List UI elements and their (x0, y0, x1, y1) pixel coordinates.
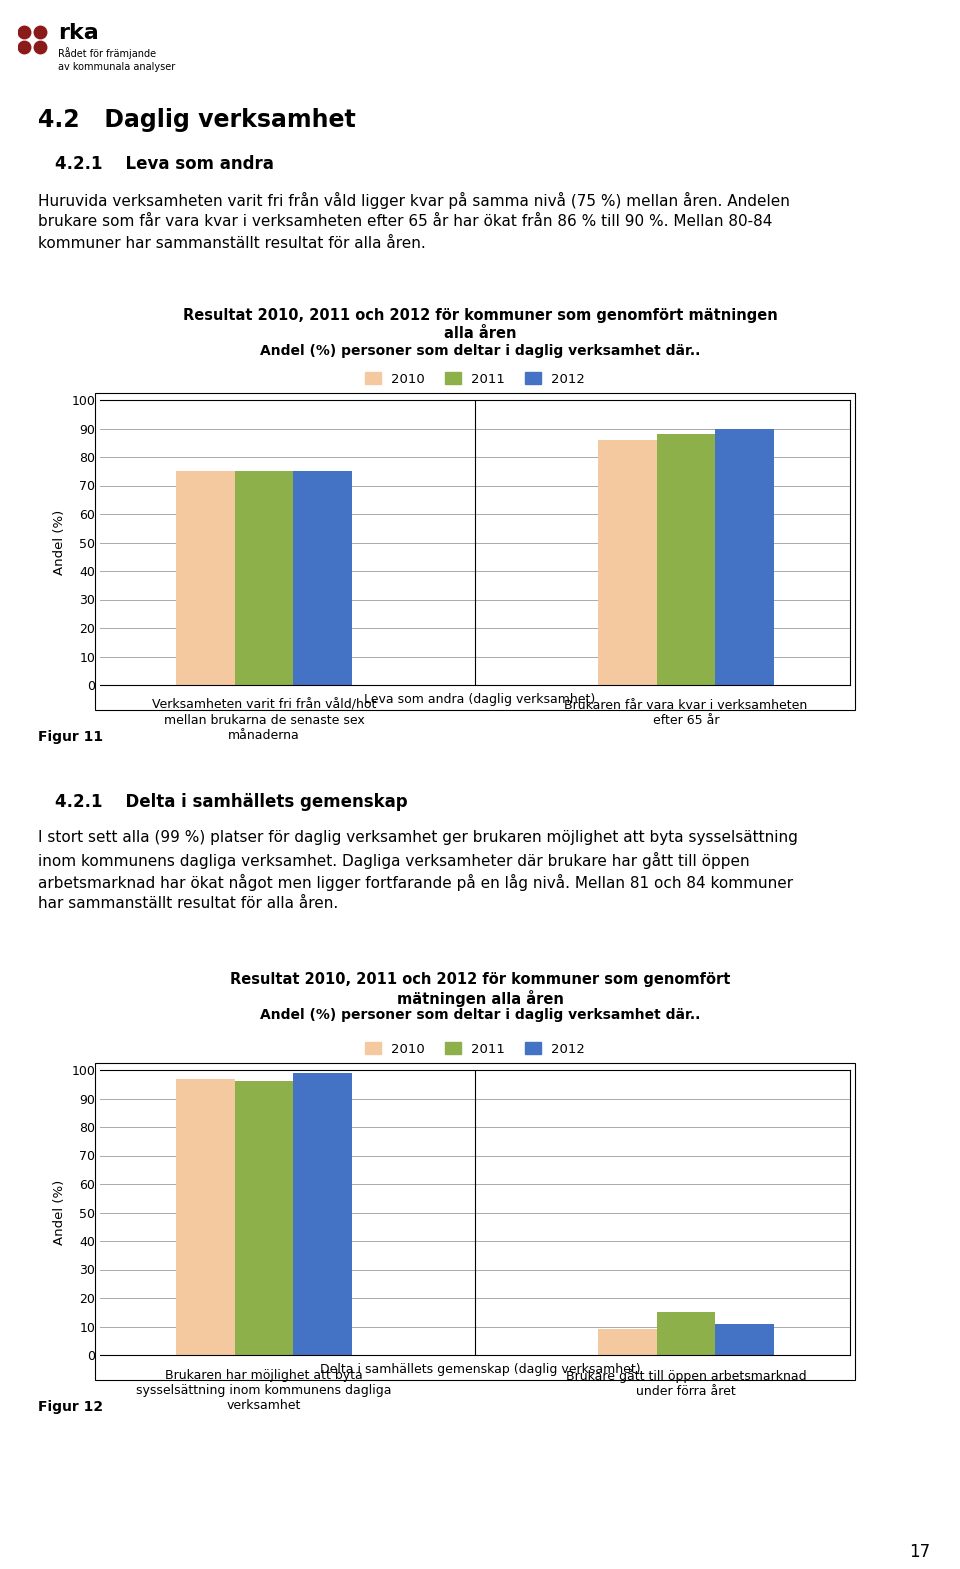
Text: mätningen alla åren: mätningen alla åren (396, 990, 564, 1007)
Y-axis label: Andel (%): Andel (%) (53, 510, 65, 576)
Bar (598, 439, 657, 686)
Text: arbetsmarknad har ökat något men ligger fortfarande på en låg nivå. Mellan 81 oc: arbetsmarknad har ökat något men ligger … (38, 874, 793, 891)
Text: 4.2.1    Delta i samhällets gemenskap: 4.2.1 Delta i samhällets gemenskap (55, 792, 408, 811)
Text: alla åren: alla åren (444, 326, 516, 340)
Text: av kommunala analyser: av kommunala analyser (58, 63, 176, 72)
Text: 4.2.1    Leva som andra: 4.2.1 Leva som andra (55, 155, 274, 173)
Bar (177, 1078, 235, 1356)
Text: Andel (%) personer som deltar i daglig verksamhet där..: Andel (%) personer som deltar i daglig v… (260, 344, 700, 358)
Bar (294, 471, 352, 686)
Text: kommuner har sammanställt resultat för alla åren.: kommuner har sammanställt resultat för a… (38, 235, 425, 251)
Legend: 2010, 2011, 2012: 2010, 2011, 2012 (362, 1040, 588, 1058)
Bar (657, 435, 715, 686)
Text: 4.2   Daglig verksamhet: 4.2 Daglig verksamhet (38, 108, 356, 132)
Text: 17: 17 (909, 1542, 930, 1561)
Legend: 2010, 2011, 2012: 2010, 2011, 2012 (362, 370, 588, 388)
Text: Andel (%) personer som deltar i daglig verksamhet där..: Andel (%) personer som deltar i daglig v… (260, 1007, 700, 1021)
Text: brukare som får vara kvar i verksamheten efter 65 år har ökat från 86 % till 90 : brukare som får vara kvar i verksamheten… (38, 213, 773, 229)
Text: I stort sett alla (99 %) platser för daglig verksamhet ger brukaren möjlighet at: I stort sett alla (99 %) platser för dag… (38, 830, 798, 846)
Text: Resultat 2010, 2011 och 2012 för kommuner som genomfört: Resultat 2010, 2011 och 2012 för kommune… (229, 973, 731, 987)
Text: Resultat 2010, 2011 och 2012 för kommuner som genomfört mätningen: Resultat 2010, 2011 och 2012 för kommune… (182, 308, 778, 323)
Text: har sammanställt resultat för alla åren.: har sammanställt resultat för alla åren. (38, 896, 338, 912)
Bar (715, 428, 774, 686)
Text: Rådet för främjande: Rådet för främjande (58, 47, 156, 60)
Text: Figur 11: Figur 11 (38, 730, 103, 744)
Bar (177, 471, 235, 686)
Text: Huruvida verksamheten varit fri från våld ligger kvar på samma nivå (75 %) mella: Huruvida verksamheten varit fri från vål… (38, 191, 790, 209)
Text: Leva som andra (daglig verksamhet): Leva som andra (daglig verksamhet) (365, 693, 595, 706)
Text: Delta i samhällets gemenskap (daglig verksamhet): Delta i samhällets gemenskap (daglig ver… (320, 1363, 640, 1376)
Text: Figur 12: Figur 12 (38, 1400, 103, 1414)
Bar (294, 1073, 352, 1356)
Bar (715, 1324, 774, 1356)
Bar (235, 471, 294, 686)
Text: inom kommunens dagliga verksamhet. Dagliga verksamheter där brukare har gått til: inom kommunens dagliga verksamhet. Dagli… (38, 852, 750, 869)
Bar (657, 1312, 715, 1356)
Bar (235, 1081, 294, 1356)
Bar (598, 1329, 657, 1356)
Text: rka: rka (58, 24, 99, 42)
Y-axis label: Andel (%): Andel (%) (53, 1180, 65, 1246)
